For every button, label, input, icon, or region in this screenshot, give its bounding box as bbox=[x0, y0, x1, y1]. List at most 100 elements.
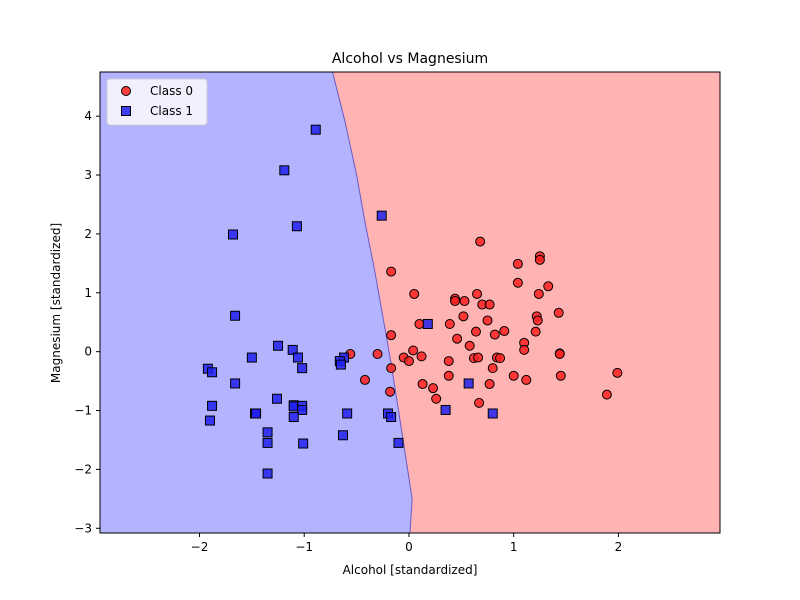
data-point-class-1 bbox=[246, 352, 257, 363]
legend-box bbox=[106, 78, 208, 126]
data-point-class-0 bbox=[464, 340, 475, 351]
data-point-class-1 bbox=[262, 437, 273, 448]
data-point-class-0 bbox=[386, 330, 397, 341]
data-point-class-1 bbox=[288, 412, 299, 423]
data-point-class-0 bbox=[450, 296, 461, 307]
data-point-class-1 bbox=[228, 229, 239, 240]
data-point-class-1 bbox=[297, 363, 308, 374]
legend: Class 0 Class 1 bbox=[106, 78, 208, 126]
data-point-class-0 bbox=[489, 329, 500, 340]
data-point-class-1 bbox=[386, 412, 397, 423]
data-point-class-0 bbox=[474, 397, 485, 408]
data-point-class-1 bbox=[310, 124, 321, 135]
y-tick-label: 2 bbox=[84, 227, 92, 241]
data-point-class-0 bbox=[554, 349, 565, 360]
data-point-class-0 bbox=[530, 326, 541, 337]
x-axis-label: Alcohol [standardized] bbox=[343, 563, 478, 577]
legend-label-class-1: Class 1 bbox=[150, 104, 193, 118]
data-point-class-0 bbox=[459, 296, 470, 307]
data-point-class-1 bbox=[204, 415, 215, 426]
data-point-class-1 bbox=[287, 344, 298, 355]
data-point-class-1 bbox=[342, 408, 353, 419]
data-point-class-1 bbox=[376, 210, 387, 221]
data-point-class-0 bbox=[428, 383, 439, 394]
x-tick-label: −2 bbox=[191, 540, 209, 554]
data-point-class-0 bbox=[443, 356, 454, 367]
data-point-class-0 bbox=[452, 333, 463, 344]
data-point-class-0 bbox=[484, 379, 495, 390]
data-point-class-1 bbox=[463, 378, 474, 389]
y-tick-label: 0 bbox=[84, 345, 92, 359]
data-point-class-0 bbox=[555, 370, 566, 381]
data-point-class-0 bbox=[487, 363, 498, 374]
data-point-class-1 bbox=[291, 221, 302, 232]
data-point-class-0 bbox=[386, 266, 397, 277]
data-point-class-1 bbox=[393, 437, 404, 448]
data-point-class-0 bbox=[408, 345, 419, 356]
data-point-class-0 bbox=[612, 367, 623, 378]
data-point-class-1 bbox=[292, 352, 303, 363]
data-point-class-1 bbox=[297, 404, 308, 415]
data-point-class-0 bbox=[508, 370, 519, 381]
data-point-class-1 bbox=[273, 340, 284, 351]
data-point-class-1 bbox=[487, 408, 498, 419]
data-point-class-0 bbox=[601, 389, 612, 400]
y-axis-label: Magnesium [standardized] bbox=[49, 223, 63, 383]
x-tick-label: 0 bbox=[405, 540, 413, 554]
data-point-class-0 bbox=[495, 353, 506, 364]
data-point-class-0 bbox=[512, 258, 523, 269]
data-point-class-1 bbox=[251, 408, 262, 419]
data-point-class-1 bbox=[279, 165, 290, 176]
data-point-class-1 bbox=[207, 367, 218, 378]
data-point-class-1 bbox=[298, 438, 309, 449]
data-point-class-0 bbox=[458, 311, 469, 322]
x-tick-label: −1 bbox=[295, 540, 313, 554]
data-point-class-0 bbox=[409, 288, 420, 299]
data-point-class-0 bbox=[417, 379, 428, 390]
data-point-class-0 bbox=[473, 352, 484, 363]
data-point-class-1 bbox=[230, 378, 241, 389]
data-point-class-0 bbox=[519, 344, 530, 355]
data-point-class-0 bbox=[385, 386, 396, 397]
data-point-class-0 bbox=[521, 374, 532, 385]
y-tick-label: 3 bbox=[84, 168, 92, 182]
data-point-class-0 bbox=[414, 318, 425, 329]
legend-label-class-0: Class 0 bbox=[150, 84, 193, 98]
data-point-class-1 bbox=[422, 318, 433, 329]
data-point-class-0 bbox=[386, 363, 397, 374]
x-tick-label: 1 bbox=[510, 540, 518, 554]
data-point-class-0 bbox=[533, 288, 544, 299]
decision-boundary bbox=[332, 71, 413, 534]
data-point-class-0 bbox=[470, 326, 481, 337]
x-tick-label: 2 bbox=[615, 540, 623, 554]
y-tick-label: −1 bbox=[74, 404, 92, 418]
data-point-class-1 bbox=[337, 430, 348, 441]
data-point-class-0 bbox=[543, 281, 554, 292]
y-tick-label: 4 bbox=[84, 109, 92, 123]
data-point-class-0 bbox=[403, 356, 414, 367]
data-point-class-0 bbox=[431, 393, 442, 404]
y-tick-label: −3 bbox=[74, 521, 92, 535]
data-point-class-0 bbox=[472, 288, 483, 299]
data-point-class-0 bbox=[359, 374, 370, 385]
data-point-class-1 bbox=[335, 359, 346, 370]
data-point-class-0 bbox=[443, 370, 454, 381]
data-point-class-0 bbox=[484, 299, 495, 310]
data-point-class-0 bbox=[372, 349, 383, 360]
data-point-class-0 bbox=[482, 315, 493, 326]
data-point-class-0 bbox=[475, 236, 486, 247]
data-point-class-0 bbox=[416, 351, 427, 362]
data-point-class-0 bbox=[534, 254, 545, 265]
data-point-class-1 bbox=[440, 404, 451, 415]
data-point-class-1 bbox=[271, 393, 282, 404]
data-point-class-1 bbox=[230, 310, 241, 321]
y-tick-label: 1 bbox=[84, 286, 92, 300]
data-point-class-0 bbox=[499, 326, 510, 337]
data-point-class-1 bbox=[262, 427, 273, 438]
plot-layer: −2 −1 0 1 2 −3 −2 −1 0 1 2 3 4 bbox=[74, 71, 721, 554]
y-tick-label: −2 bbox=[74, 462, 92, 476]
legend-marker-class-0 bbox=[121, 86, 131, 96]
data-point-class-1 bbox=[288, 401, 299, 412]
legend-marker-class-1 bbox=[121, 106, 131, 116]
